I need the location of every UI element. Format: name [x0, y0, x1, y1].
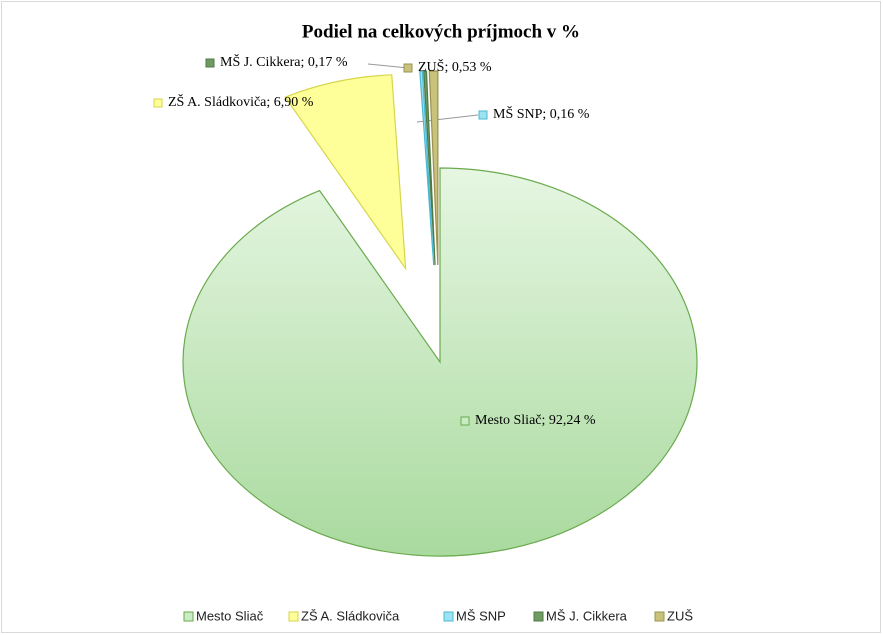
data-label: Mesto Sliač; 92,24 % — [475, 413, 596, 428]
data-label-key — [478, 110, 488, 120]
data-label-key — [205, 58, 215, 68]
data-label: ZŠ A. Sládkoviča; 6,90 % — [168, 93, 314, 110]
legend-label: ZUŠ — [667, 608, 693, 623]
data-label-key — [153, 98, 163, 108]
legend-key — [443, 611, 454, 622]
data-label: MŠ J. Cikkera; 0,17 % — [220, 53, 348, 70]
pie-slice — [428, 70, 439, 266]
legend-label: MŠ SNP — [456, 608, 506, 623]
data-label-key — [403, 63, 413, 73]
legend-label: ZŠ A. Sládkoviča — [301, 608, 400, 623]
legend-key — [183, 611, 194, 622]
legend-label: Mesto Sliač — [196, 608, 264, 623]
chart-title: Podiel na celkových príjmoch v % — [302, 21, 580, 42]
data-label-key — [460, 416, 470, 426]
data-label: MŠ SNP; 0,16 % — [493, 105, 590, 122]
legend-label: MŠ J. Cikkera — [546, 608, 628, 623]
pie-slice — [182, 167, 698, 557]
legend-key — [654, 611, 665, 622]
legend-key — [533, 611, 544, 622]
pie-slice — [284, 74, 407, 271]
legend-key — [288, 611, 299, 622]
data-label: ZUŠ; 0,53 % — [418, 58, 492, 75]
pie-slice — [419, 70, 435, 266]
pie-slice — [423, 70, 436, 266]
